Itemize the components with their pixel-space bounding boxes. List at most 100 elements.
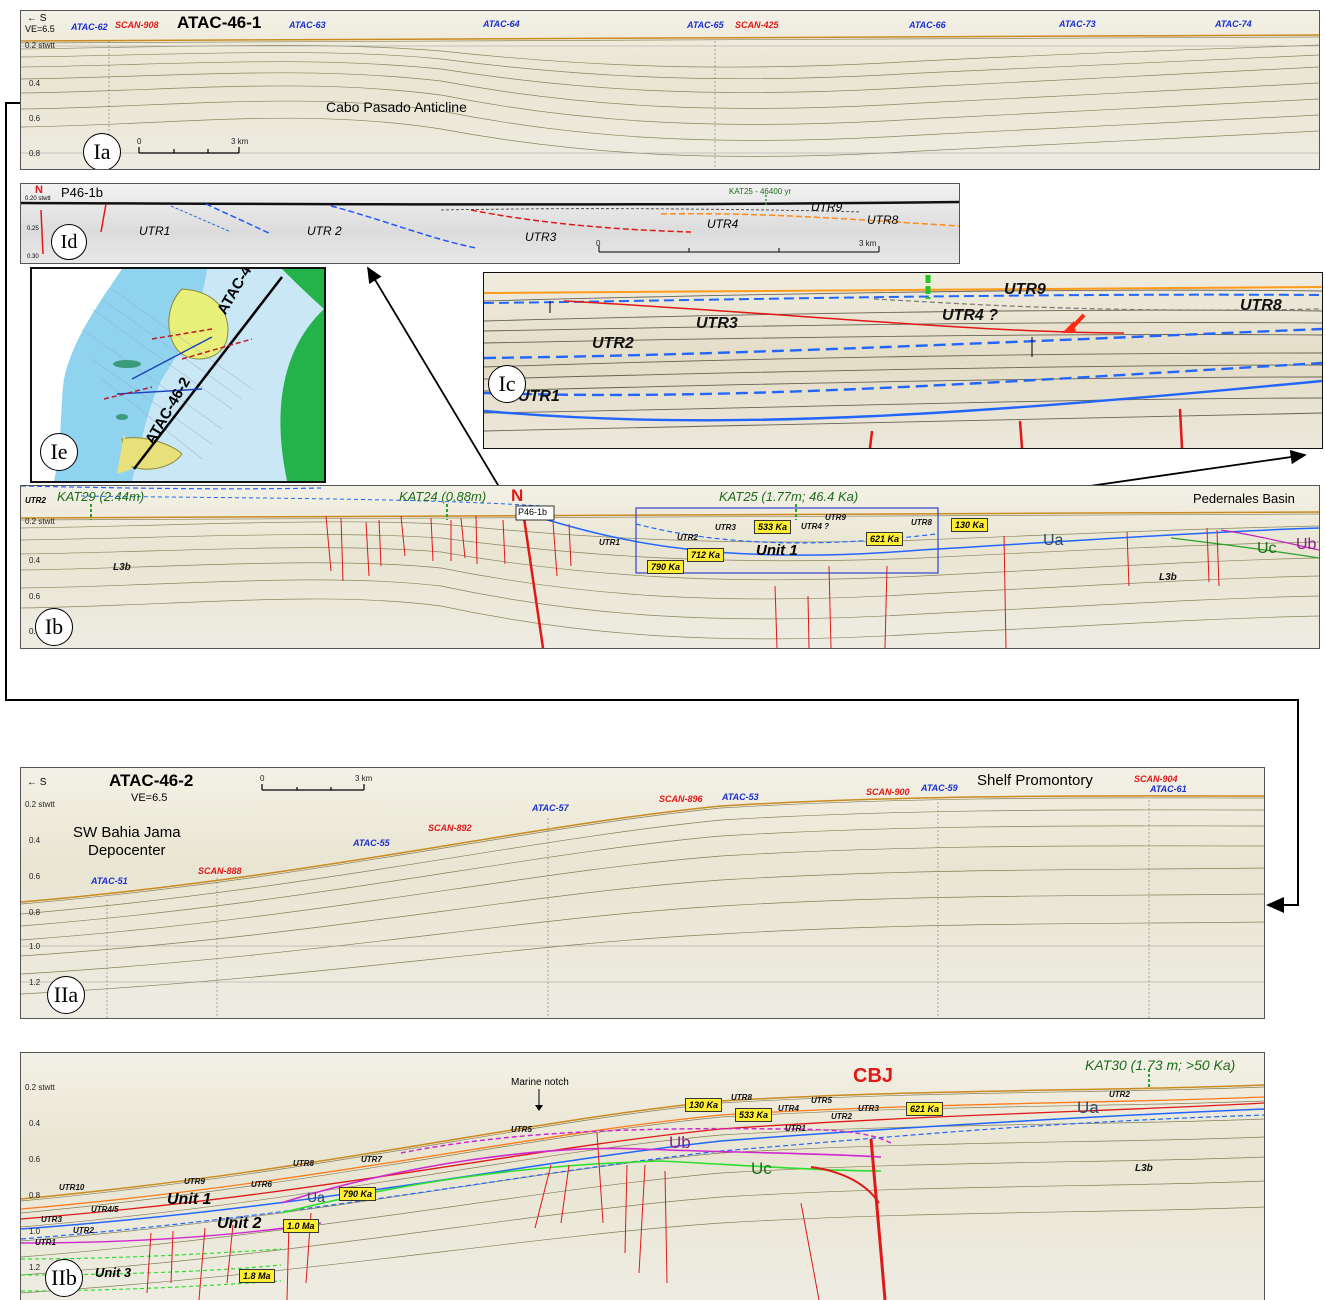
utr-label: UTR2 xyxy=(25,496,46,505)
direction-arrow: ← S xyxy=(27,13,47,24)
well-label: ATAC-65 xyxy=(687,20,724,30)
panel-badge: Ie xyxy=(40,433,78,471)
utr-label: UTR6 xyxy=(251,1180,272,1189)
well-label: ATAC-62 xyxy=(71,22,108,32)
seismic-reflectors-Ic xyxy=(484,275,1322,448)
depth-tick: 0.2 stwtt xyxy=(25,800,55,809)
kat-label: KAT25 (1.77m; 46.4 Ka) xyxy=(719,489,859,504)
location-map-Ie: ATAC-46-1 ATAC-46-2 Ie xyxy=(30,267,326,483)
scale-bar xyxy=(138,147,240,154)
unit-label: UTR1 xyxy=(518,388,560,405)
well-label: SCAN-896 xyxy=(659,794,703,804)
scale-start: 0 xyxy=(260,774,265,783)
seismic-zoom-Ic: UTR9 UTR8 UTR4 ? UTR3 UTR2 UTR1 Ic xyxy=(483,272,1323,449)
well-label: ATAC-57 xyxy=(532,803,569,813)
utr-label: UTR1 xyxy=(35,1238,56,1247)
unit-label: UTR9 xyxy=(1004,281,1046,298)
utr-label: UTR8 xyxy=(911,518,932,527)
well-label: SCAN-900 xyxy=(866,787,910,797)
seismic-panel-Id: N P46-1b 0.20 stwtt 0.25 0.30 KAT25 - 46… xyxy=(20,183,960,264)
ve-label: VE=6.5 xyxy=(131,792,168,804)
panel-badge: Ic xyxy=(488,365,526,403)
scale-end: 3 km xyxy=(231,137,249,146)
seismic-panel-Ia: ← S VE=6.5 ATAC-46-1 ATAC-62 SCAN-908 AT… xyxy=(20,10,1320,170)
well-label: ATAC-55 xyxy=(353,838,390,848)
depth-tick: 0.25 xyxy=(27,226,39,232)
scale-start: 0 xyxy=(137,137,142,146)
depth-tick: 0.2 stwtt xyxy=(25,41,55,50)
sequence-label: Uc xyxy=(1257,540,1277,557)
depth-tick: 1.0 xyxy=(29,1227,41,1236)
well-label: SCAN-425 xyxy=(735,20,779,30)
feature-label: Shelf Promontory xyxy=(977,772,1093,789)
unit-label: UTR 2 xyxy=(307,224,342,238)
utr-label: UTR8 xyxy=(293,1159,314,1168)
well-label: SCAN-908 xyxy=(115,20,159,30)
depth-tick: 0.6 xyxy=(29,872,41,881)
utr-label: UTR2 xyxy=(1109,1090,1130,1099)
seismic-reflectors-IIa xyxy=(21,795,1264,1018)
depth-tick: 0.2 stwtt xyxy=(25,1083,55,1092)
depth-tick: 1.2 xyxy=(29,1263,41,1272)
unit-label: UTR3 xyxy=(525,230,557,244)
scale-start: 0 xyxy=(596,239,601,248)
north-indicator: N xyxy=(35,184,43,196)
sequence-label: L3b xyxy=(113,562,131,573)
well-label: ATAC-74 xyxy=(1215,19,1252,29)
depth-tick: 0.6 xyxy=(29,592,41,601)
utr-label: UTR8 xyxy=(731,1093,752,1102)
unit-label: Unit 1 xyxy=(756,542,798,559)
kat-label: KAT25 - 46400 yr xyxy=(729,187,792,196)
utr-label: UTR3 xyxy=(41,1215,62,1224)
depth-tick: 0.30 xyxy=(27,254,39,260)
scale-end: 3 km xyxy=(355,774,373,783)
scale-bar xyxy=(598,246,880,253)
panel-badge: Ib xyxy=(35,608,73,646)
unit-label: UTR4 ? xyxy=(942,307,998,324)
utr-label: UTR9 xyxy=(825,513,846,522)
depth-tick: 0.4 xyxy=(29,79,41,88)
panel-badge: IIb xyxy=(45,1259,83,1297)
depth-tick: 0.20 stwtt xyxy=(25,196,51,202)
well-label: ATAC-66 xyxy=(909,20,946,30)
age-label: 1.8 Ma xyxy=(239,1269,275,1283)
depth-tick: 0.4 xyxy=(29,1119,41,1128)
sequence-label: Ua xyxy=(1043,532,1064,549)
kat-label: KAT29 (2.44m) xyxy=(57,489,145,504)
well-label: ATAC-64 xyxy=(483,19,520,29)
basin-label: Pedernales Basin xyxy=(1193,491,1295,506)
unit-label: Unit 3 xyxy=(95,1265,132,1280)
depth-tick: 0.4 xyxy=(29,836,41,845)
feature-label: Cabo Pasado Anticline xyxy=(326,99,467,115)
ve-label: VE=6.5 xyxy=(25,24,55,34)
well-label: ATAC-63 xyxy=(289,20,326,30)
age-label: 790 Ka xyxy=(339,1187,377,1201)
chirp-reflectors-Id xyxy=(21,195,959,255)
age-label: 621 Ka xyxy=(866,532,904,546)
scale-bar xyxy=(261,784,365,791)
utr-label: UTR3 xyxy=(858,1104,879,1113)
seismic-reflectors-IIb xyxy=(21,1069,1264,1300)
unit-label: UTR1 xyxy=(139,224,171,238)
depth-tick: 0.2 stwtt xyxy=(25,517,55,526)
utr-label: UTR7 xyxy=(361,1155,382,1164)
age-label: 1.0 Ma xyxy=(283,1219,319,1233)
depth-tick: 0.6 xyxy=(29,114,41,123)
utr-label: UTR4 xyxy=(778,1104,799,1113)
section-title: ATAC-46-2 xyxy=(109,771,194,790)
marine-notch-label: Marine notch xyxy=(511,1077,569,1088)
panel-badge: Id xyxy=(51,224,87,260)
sequence-label: Ua xyxy=(307,1189,325,1205)
utr-label: UTR1 xyxy=(599,538,620,547)
unit-label: Unit 1 xyxy=(167,1191,212,1208)
depth-tick: 0.4 xyxy=(29,556,41,565)
age-label: 130 Ka xyxy=(685,1098,723,1112)
section-title: ATAC-46-1 xyxy=(177,13,262,32)
well-label: ATAC-59 xyxy=(921,783,958,793)
unit-label: UTR9 xyxy=(811,200,843,214)
direction-arrow: ← S xyxy=(27,777,47,788)
utr-label: UTR2 xyxy=(73,1226,94,1235)
depth-tick: 0.6 xyxy=(29,1155,41,1164)
age-label: 790 Ka xyxy=(647,560,685,574)
map-graphic xyxy=(32,269,324,481)
